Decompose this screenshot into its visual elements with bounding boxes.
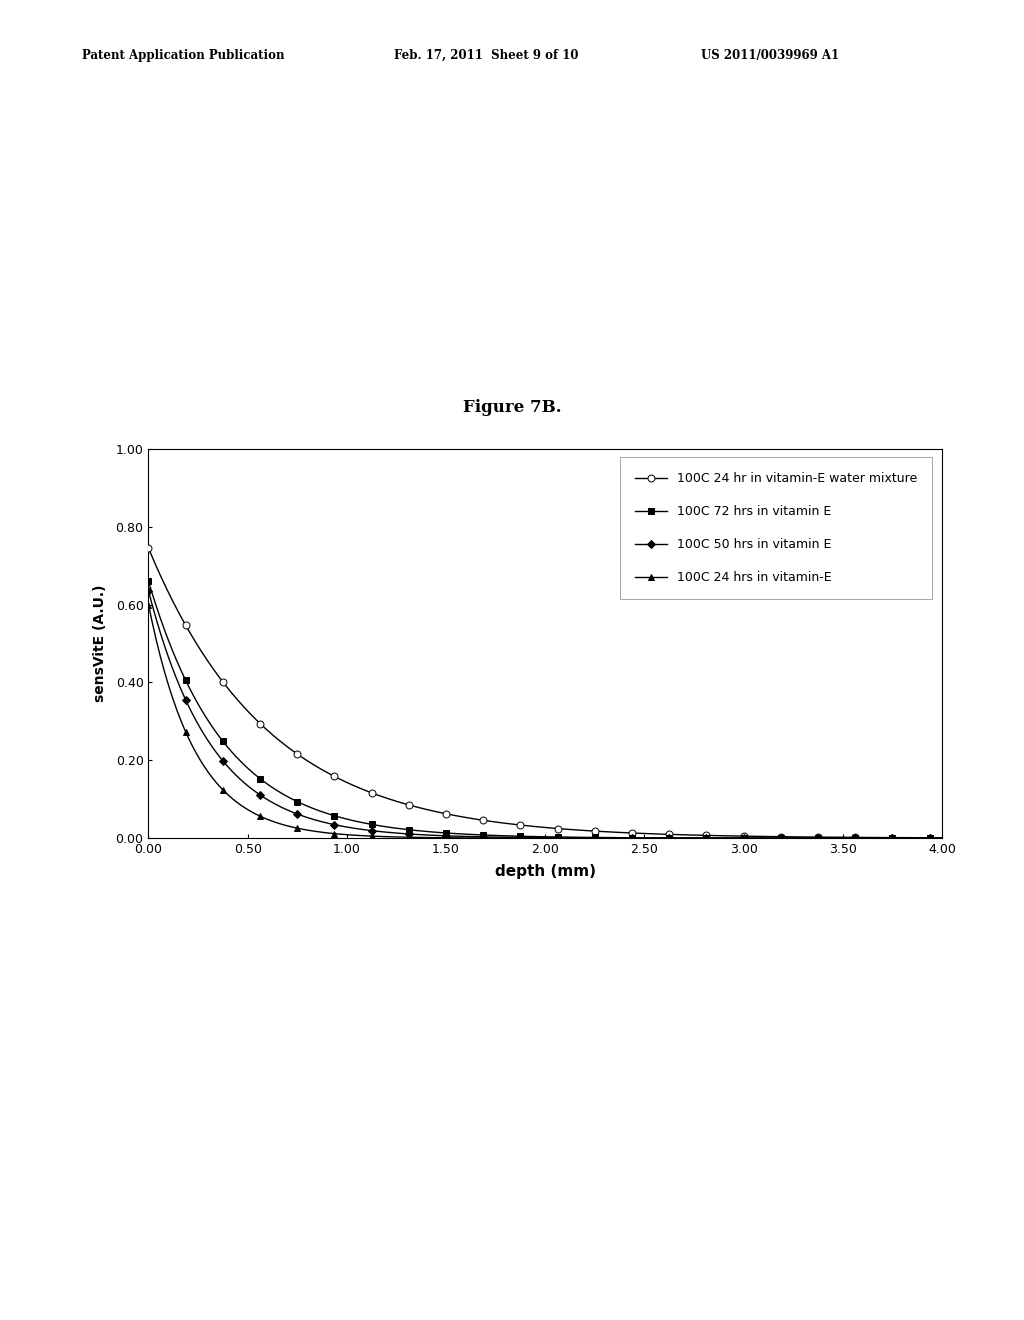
Text: Figure 7B.: Figure 7B. (463, 399, 561, 416)
Text: Feb. 17, 2011  Sheet 9 of 10: Feb. 17, 2011 Sheet 9 of 10 (394, 49, 579, 62)
Text: Patent Application Publication: Patent Application Publication (82, 49, 285, 62)
Legend: 100C 24 hr in vitamin-E water mixture, 100C 72 hrs in vitamin E, 100C 50 hrs in : 100C 24 hr in vitamin-E water mixture, 1… (621, 457, 932, 599)
X-axis label: depth (mm): depth (mm) (495, 865, 596, 879)
Text: US 2011/0039969 A1: US 2011/0039969 A1 (701, 49, 840, 62)
Y-axis label: sensVitE (A.U.): sensVitE (A.U.) (93, 585, 108, 702)
